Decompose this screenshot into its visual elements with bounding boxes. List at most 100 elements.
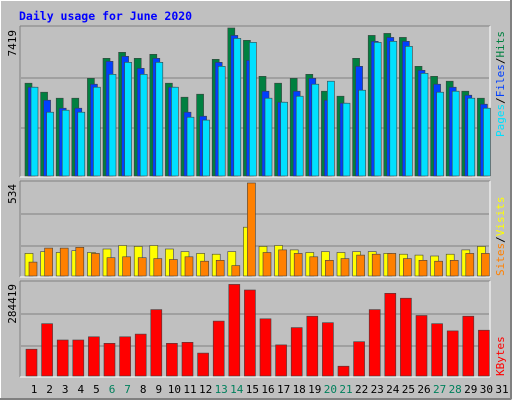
pages-bar — [483, 107, 491, 177]
sites-bar — [28, 261, 38, 277]
sites-bar — [340, 258, 350, 277]
kbytes-bar — [119, 336, 131, 377]
hits-max-label: 7419 — [6, 30, 19, 57]
pages-bar — [420, 73, 429, 177]
day-label: 26 — [417, 383, 430, 396]
kbytes-bar — [353, 341, 365, 377]
sites-bar — [169, 259, 178, 277]
kbytes-bar — [275, 344, 287, 377]
sites-bar — [325, 259, 334, 277]
pages-bar — [451, 90, 460, 177]
sites-bar — [59, 247, 69, 277]
sites-bar — [403, 258, 412, 277]
kbytes-max-label: 284419 — [6, 284, 19, 324]
day-label: 12 — [199, 383, 212, 396]
sites-bar — [106, 257, 116, 277]
kbytes-bar — [306, 315, 319, 377]
pages-bar — [467, 97, 476, 177]
pages-bar — [202, 119, 210, 177]
sites-bar — [434, 260, 443, 277]
day-label: 29 — [464, 383, 477, 396]
sites-bar — [387, 253, 397, 277]
kbytes-bar — [415, 315, 428, 377]
day-labels: 1 2 3 4 5 6 7 8 9 10 11 12 13 14 15 16 17 18 19 20 21 22 23 24 2… — [31, 383, 509, 396]
day-label: 23 — [371, 383, 384, 396]
sites-bar — [215, 259, 225, 277]
pages-bar — [233, 38, 242, 177]
kbytes-bar — [290, 327, 303, 377]
legend-sep-2: / — [494, 58, 507, 65]
sites-bar — [278, 249, 287, 277]
kbytes-bar — [462, 315, 475, 377]
kbytes-bar — [446, 330, 459, 377]
legend-sites: Sites — [494, 243, 507, 276]
pages-bar — [327, 80, 335, 177]
pages-bar — [405, 45, 413, 177]
sites-bar — [91, 253, 100, 277]
pages-bar — [30, 86, 39, 177]
bars-sites-visits — [24, 182, 490, 277]
legend-pages: Pages — [494, 104, 507, 137]
legend-files: Files — [494, 64, 507, 97]
day-label: 7 — [124, 383, 131, 396]
sites-bar — [262, 252, 272, 277]
kbytes-bar — [56, 339, 69, 377]
pages-bar — [295, 95, 304, 177]
pages-bar — [171, 86, 179, 177]
pages-bar — [311, 83, 320, 177]
kbytes-bar — [478, 329, 490, 377]
sites-bar — [371, 253, 381, 277]
day-label: 2 — [46, 383, 53, 396]
kbytes-bar — [150, 309, 163, 377]
bars-kbytes — [25, 284, 490, 377]
day-label: 31 — [495, 383, 508, 396]
legend-sep-3: / — [494, 236, 507, 243]
pages-bar — [389, 40, 398, 177]
kbytes-bar — [400, 297, 412, 377]
legend-kbytes: KBytes — [494, 336, 507, 376]
sites-bar — [293, 253, 303, 277]
pages-bar — [61, 109, 70, 177]
kbytes-bar — [181, 341, 194, 377]
sites-bar — [153, 258, 163, 277]
kbytes-bar — [134, 333, 147, 377]
day-label: 17 — [277, 383, 290, 396]
sites-bar — [309, 256, 319, 277]
sites-bar — [75, 247, 85, 277]
pages-bar — [342, 102, 351, 177]
day-label: 11 — [183, 383, 196, 396]
visits-max-label: 534 — [6, 184, 19, 204]
pages-bar — [124, 61, 132, 177]
kbytes-bar — [103, 342, 116, 377]
kbytes-bar — [228, 284, 241, 377]
bars-hits-files-pages — [24, 27, 491, 177]
day-label: 18 — [293, 383, 306, 396]
day-label: 4 — [77, 383, 84, 396]
sites-bar — [247, 182, 256, 277]
kbytes-bar — [244, 289, 256, 377]
kbytes-bar — [88, 336, 100, 377]
kbytes-bar — [41, 323, 53, 377]
pages-bar — [93, 86, 101, 177]
pages-bar — [358, 89, 366, 177]
sites-bar — [44, 247, 53, 277]
sites-bar — [418, 259, 428, 277]
pages-bar — [280, 101, 288, 177]
sites-bar — [184, 256, 194, 277]
day-label: 24 — [386, 383, 400, 396]
day-label: 3 — [62, 383, 69, 396]
sites-bar — [465, 253, 475, 277]
legend-hits-panel: Pages/Files/Hits — [494, 31, 507, 137]
sites-bar — [200, 260, 209, 277]
sites-bar — [231, 265, 241, 277]
kbytes-bar — [197, 352, 209, 377]
pages-bar — [264, 97, 273, 177]
pages-bar — [249, 41, 257, 177]
kbytes-bar — [212, 320, 225, 377]
sites-bar — [122, 256, 131, 277]
day-label: 8 — [140, 383, 147, 396]
legend-sep-1: / — [494, 97, 507, 104]
kbytes-bar — [72, 339, 85, 377]
kbytes-bar — [431, 323, 443, 377]
